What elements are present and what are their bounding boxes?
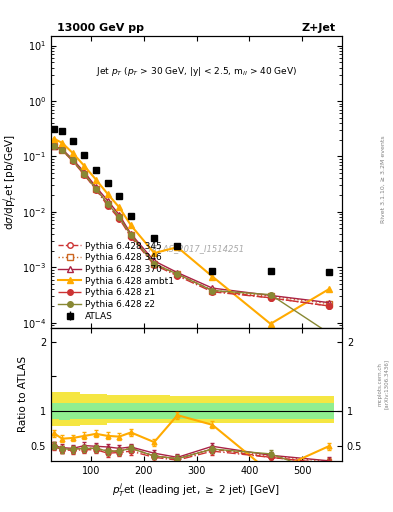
Pythia 6.428 z1 — [70, 158, 75, 164]
Text: ATLAS_2017_I1514251: ATLAS_2017_I1514251 — [149, 245, 244, 253]
Pythia 6.428 ambt1 — [105, 191, 110, 197]
Pythia 6.428 z2 — [326, 330, 331, 336]
Pythia 6.428 z2 — [152, 261, 156, 267]
Pythia 6.428 z2 — [268, 291, 273, 297]
Pythia 6.428 ambt1 — [268, 321, 273, 327]
Pythia 6.428 370 — [326, 300, 331, 306]
Pythia 6.428 345 — [268, 295, 273, 301]
Pythia 6.428 z2 — [175, 271, 180, 277]
Line: Pythia 6.428 z2: Pythia 6.428 z2 — [51, 143, 331, 336]
Pythia 6.428 345 — [70, 157, 75, 163]
Pythia 6.428 z2 — [129, 232, 133, 238]
Pythia 6.428 ambt1 — [152, 250, 156, 256]
Text: Z+Jet: Z+Jet — [302, 23, 336, 33]
Pythia 6.428 z2 — [94, 186, 98, 192]
Text: mcplots.cern.ch
[arXiv:1306.3436]: mcplots.cern.ch [arXiv:1306.3436] — [378, 359, 389, 409]
Pythia 6.428 z1 — [129, 234, 133, 240]
Pythia 6.428 370 — [82, 169, 87, 175]
Pythia 6.428 ambt1 — [175, 244, 180, 250]
Pythia 6.428 z2 — [117, 214, 122, 220]
Pythia 6.428 346 — [94, 186, 98, 192]
Pythia 6.428 z1 — [152, 262, 156, 268]
Pythia 6.428 z1 — [60, 147, 64, 154]
Pythia 6.428 370 — [51, 143, 56, 149]
Pythia 6.428 345 — [94, 186, 98, 192]
Pythia 6.428 370 — [60, 146, 64, 152]
Pythia 6.428 ambt1 — [70, 150, 75, 156]
Pythia 6.428 345 — [175, 271, 180, 277]
Pythia 6.428 ambt1 — [51, 136, 56, 142]
Pythia 6.428 346 — [152, 261, 156, 267]
Text: Jet $p_T$ ($p_T$ > 30 GeV, |y| < 2.5, m$_{ll}$ > 40 GeV): Jet $p_T$ ($p_T$ > 30 GeV, |y| < 2.5, m$… — [96, 65, 297, 78]
Pythia 6.428 370 — [117, 212, 122, 218]
Pythia 6.428 ambt1 — [210, 273, 215, 280]
Pythia 6.428 370 — [175, 269, 180, 275]
Legend: Pythia 6.428 345, Pythia 6.428 346, Pythia 6.428 370, Pythia 6.428 ambt1, Pythia: Pythia 6.428 345, Pythia 6.428 346, Pyth… — [55, 239, 177, 324]
Pythia 6.428 ambt1 — [82, 163, 87, 169]
Pythia 6.428 z1 — [326, 303, 331, 309]
Pythia 6.428 345 — [129, 232, 133, 238]
X-axis label: $p_T^{j}$et (leading jet, $\geq$ 2 jet) [GeV]: $p_T^{j}$et (leading jet, $\geq$ 2 jet) … — [112, 481, 281, 499]
Pythia 6.428 345 — [60, 147, 64, 153]
Pythia 6.428 z2 — [82, 171, 87, 177]
Y-axis label: d$\sigma$/dp$_T^{j}$et [pb/GeV]: d$\sigma$/dp$_T^{j}$et [pb/GeV] — [1, 134, 19, 230]
Pythia 6.428 z2 — [105, 201, 110, 207]
Pythia 6.428 346 — [70, 157, 75, 163]
Pythia 6.428 370 — [105, 198, 110, 204]
Pythia 6.428 346 — [210, 287, 215, 293]
Pythia 6.428 z2 — [70, 157, 75, 163]
Pythia 6.428 345 — [152, 261, 156, 267]
Text: 13000 GeV pp: 13000 GeV pp — [57, 23, 144, 33]
Line: Pythia 6.428 z1: Pythia 6.428 z1 — [51, 143, 331, 309]
Pythia 6.428 346 — [82, 171, 87, 177]
Line: Pythia 6.428 346: Pythia 6.428 346 — [51, 143, 331, 307]
Pythia 6.428 346 — [175, 271, 180, 277]
Pythia 6.428 346 — [117, 214, 122, 220]
Pythia 6.428 z1 — [82, 172, 87, 178]
Pythia 6.428 345 — [82, 171, 87, 177]
Pythia 6.428 346 — [105, 201, 110, 207]
Pythia 6.428 z2 — [210, 287, 215, 293]
Pythia 6.428 370 — [268, 292, 273, 298]
Pythia 6.428 370 — [94, 184, 98, 190]
Pythia 6.428 346 — [129, 232, 133, 238]
Pythia 6.428 ambt1 — [326, 286, 331, 292]
Pythia 6.428 346 — [60, 147, 64, 153]
Pythia 6.428 z1 — [94, 187, 98, 193]
Pythia 6.428 z1 — [51, 143, 56, 150]
Pythia 6.428 370 — [152, 258, 156, 264]
Line: Pythia 6.428 370: Pythia 6.428 370 — [51, 143, 331, 305]
Pythia 6.428 ambt1 — [60, 140, 64, 146]
Pythia 6.428 346 — [268, 293, 273, 300]
Pythia 6.428 z2 — [51, 143, 56, 149]
Pythia 6.428 345 — [326, 303, 331, 309]
Pythia 6.428 370 — [210, 285, 215, 291]
Pythia 6.428 346 — [326, 301, 331, 307]
Y-axis label: Ratio to ATLAS: Ratio to ATLAS — [18, 356, 28, 433]
Pythia 6.428 z1 — [105, 202, 110, 208]
Text: Rivet 3.1.10, ≥ 3.2M events: Rivet 3.1.10, ≥ 3.2M events — [381, 135, 386, 223]
Line: Pythia 6.428 345: Pythia 6.428 345 — [51, 143, 331, 309]
Pythia 6.428 ambt1 — [129, 222, 133, 228]
Pythia 6.428 346 — [51, 143, 56, 149]
Pythia 6.428 370 — [129, 231, 133, 237]
Pythia 6.428 345 — [210, 287, 215, 293]
Pythia 6.428 z1 — [117, 216, 122, 222]
Pythia 6.428 345 — [105, 201, 110, 207]
Pythia 6.428 z2 — [60, 147, 64, 153]
Pythia 6.428 370 — [70, 156, 75, 162]
Pythia 6.428 z1 — [268, 295, 273, 301]
Pythia 6.428 345 — [51, 143, 56, 149]
Pythia 6.428 z1 — [210, 289, 215, 295]
Pythia 6.428 345 — [117, 214, 122, 220]
Line: Pythia 6.428 ambt1: Pythia 6.428 ambt1 — [51, 136, 331, 327]
Pythia 6.428 ambt1 — [94, 177, 98, 183]
Pythia 6.428 z1 — [175, 273, 180, 279]
Pythia 6.428 ambt1 — [117, 204, 122, 210]
